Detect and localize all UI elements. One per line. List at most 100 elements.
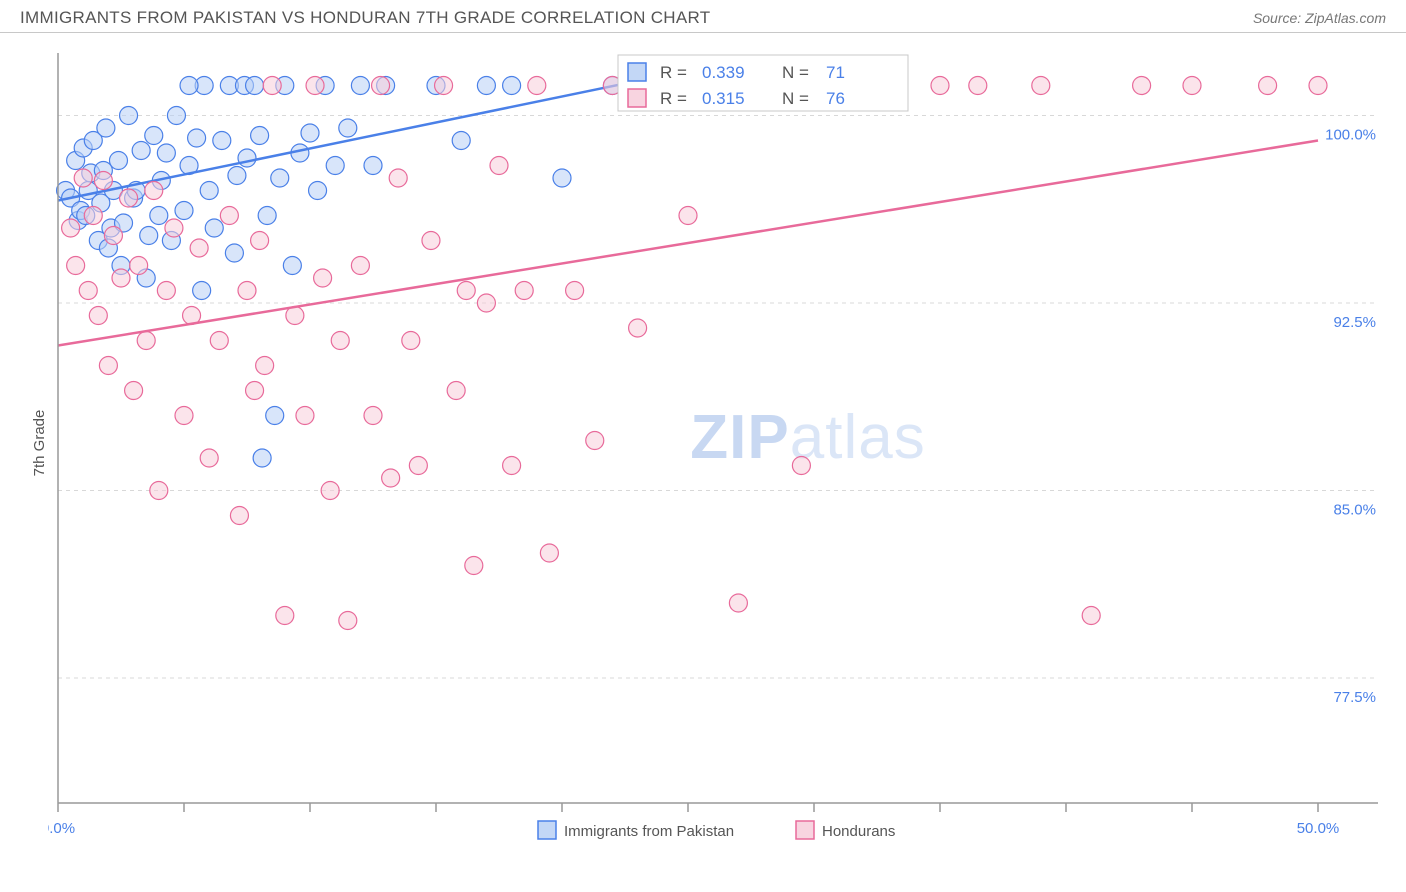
chart-container: 7th Grade 77.5%85.0%92.5%100.0%ZIPatlas0… xyxy=(0,33,1406,853)
scatter-point-pakistan xyxy=(283,257,301,275)
scatter-point-hondurans xyxy=(515,282,533,300)
scatter-point-hondurans xyxy=(382,469,400,487)
legend-n-value: 71 xyxy=(826,63,845,82)
scatter-point-hondurans xyxy=(112,269,130,287)
scatter-point-pakistan xyxy=(188,129,206,147)
scatter-point-hondurans xyxy=(389,169,407,187)
chart-title: IMMIGRANTS FROM PAKISTAN VS HONDURAN 7TH… xyxy=(20,8,710,28)
scatter-point-pakistan xyxy=(339,119,357,137)
scatter-point-pakistan xyxy=(193,282,211,300)
scatter-point-hondurans xyxy=(145,182,163,200)
bottom-legend-label-hondurans: Hondurans xyxy=(822,823,895,840)
scatter-point-hondurans xyxy=(528,77,546,95)
trend-line-hondurans xyxy=(58,141,1318,346)
scatter-point-pakistan xyxy=(553,169,571,187)
scatter-point-hondurans xyxy=(89,307,107,325)
scatter-point-hondurans xyxy=(104,227,122,245)
scatter-point-hondurans xyxy=(969,77,987,95)
scatter-point-hondurans xyxy=(137,332,155,350)
scatter-point-hondurans xyxy=(465,557,483,575)
scatter-point-pakistan xyxy=(309,182,327,200)
scatter-point-hondurans xyxy=(351,257,369,275)
scatter-point-pakistan xyxy=(253,449,271,467)
scatter-point-hondurans xyxy=(792,457,810,475)
legend-r-value: 0.339 xyxy=(702,63,745,82)
scatter-point-hondurans xyxy=(79,282,97,300)
scatter-point-hondurans xyxy=(339,612,357,630)
scatter-point-hondurans xyxy=(1082,607,1100,625)
legend-r-label: R = xyxy=(660,63,687,82)
scatter-point-pakistan xyxy=(452,132,470,150)
scatter-point-pakistan xyxy=(157,144,175,162)
scatter-point-hondurans xyxy=(364,407,382,425)
scatter-point-hondurans xyxy=(165,219,183,237)
scatter-point-hondurans xyxy=(67,257,85,275)
legend-r-value: 0.315 xyxy=(702,89,745,108)
scatter-point-hondurans xyxy=(447,382,465,400)
scatter-point-hondurans xyxy=(84,207,102,225)
scatter-point-pakistan xyxy=(145,127,163,145)
scatter-point-hondurans xyxy=(256,357,274,375)
scatter-point-pakistan xyxy=(477,77,495,95)
scatter-point-hondurans xyxy=(409,457,427,475)
scatter-point-hondurans xyxy=(190,239,208,257)
scatter-point-hondurans xyxy=(62,219,80,237)
scatter-point-pakistan xyxy=(205,219,223,237)
scatter-point-hondurans xyxy=(130,257,148,275)
scatter-point-hondurans xyxy=(629,319,647,337)
scatter-point-hondurans xyxy=(1032,77,1050,95)
scatter-point-hondurans xyxy=(276,607,294,625)
scatter-point-hondurans xyxy=(220,207,238,225)
scatter-point-hondurans xyxy=(157,282,175,300)
scatter-point-hondurans xyxy=(435,77,453,95)
scatter-point-pakistan xyxy=(200,182,218,200)
scatter-point-hondurans xyxy=(246,382,264,400)
scatter-point-hondurans xyxy=(477,294,495,312)
scatter-point-pakistan xyxy=(271,169,289,187)
scatter-point-hondurans xyxy=(1183,77,1201,95)
scatter-point-hondurans xyxy=(540,544,558,562)
scatter-point-hondurans xyxy=(503,457,521,475)
bottom-legend-label-pakistan: Immigrants from Pakistan xyxy=(564,823,734,840)
scatter-point-hondurans xyxy=(931,77,949,95)
scatter-point-pakistan xyxy=(213,132,231,150)
scatter-point-hondurans xyxy=(566,282,584,300)
scatter-point-hondurans xyxy=(210,332,228,350)
scatter-point-hondurans xyxy=(263,77,281,95)
scatter-point-pakistan xyxy=(351,77,369,95)
scatter-point-hondurans xyxy=(94,172,112,190)
legend-swatch-hondurans xyxy=(628,89,646,107)
scatter-point-pakistan xyxy=(109,152,127,170)
scatter-point-hondurans xyxy=(150,482,168,500)
legend-n-label: N = xyxy=(782,63,809,82)
source-prefix: Source: xyxy=(1253,10,1305,26)
legend-n-label: N = xyxy=(782,89,809,108)
scatter-point-pakistan xyxy=(140,227,158,245)
scatter-point-hondurans xyxy=(306,77,324,95)
scatter-point-hondurans xyxy=(296,407,314,425)
scatter-point-hondurans xyxy=(1133,77,1151,95)
scatter-point-hondurans xyxy=(679,207,697,225)
y-axis-label: 7th Grade xyxy=(31,410,48,477)
scatter-point-pakistan xyxy=(167,107,185,125)
scatter-point-hondurans xyxy=(422,232,440,250)
scatter-chart: 77.5%85.0%92.5%100.0%ZIPatlas0.0%50.0%R … xyxy=(48,43,1388,843)
scatter-point-hondurans xyxy=(586,432,604,450)
scatter-point-pakistan xyxy=(251,127,269,145)
scatter-point-pakistan xyxy=(120,107,138,125)
scatter-point-pakistan xyxy=(301,124,319,142)
scatter-point-hondurans xyxy=(230,507,248,525)
scatter-point-hondurans xyxy=(490,157,508,175)
scatter-point-hondurans xyxy=(372,77,390,95)
scatter-point-pakistan xyxy=(503,77,521,95)
scatter-point-hondurans xyxy=(175,407,193,425)
scatter-point-pakistan xyxy=(228,167,246,185)
scatter-point-pakistan xyxy=(97,119,115,137)
chart-source: Source: ZipAtlas.com xyxy=(1253,10,1386,26)
scatter-point-hondurans xyxy=(251,232,269,250)
scatter-point-hondurans xyxy=(200,449,218,467)
scatter-point-pakistan xyxy=(150,207,168,225)
source-name: ZipAtlas.com xyxy=(1305,10,1386,26)
legend-swatch-pakistan xyxy=(628,63,646,81)
scatter-point-pakistan xyxy=(175,202,193,220)
